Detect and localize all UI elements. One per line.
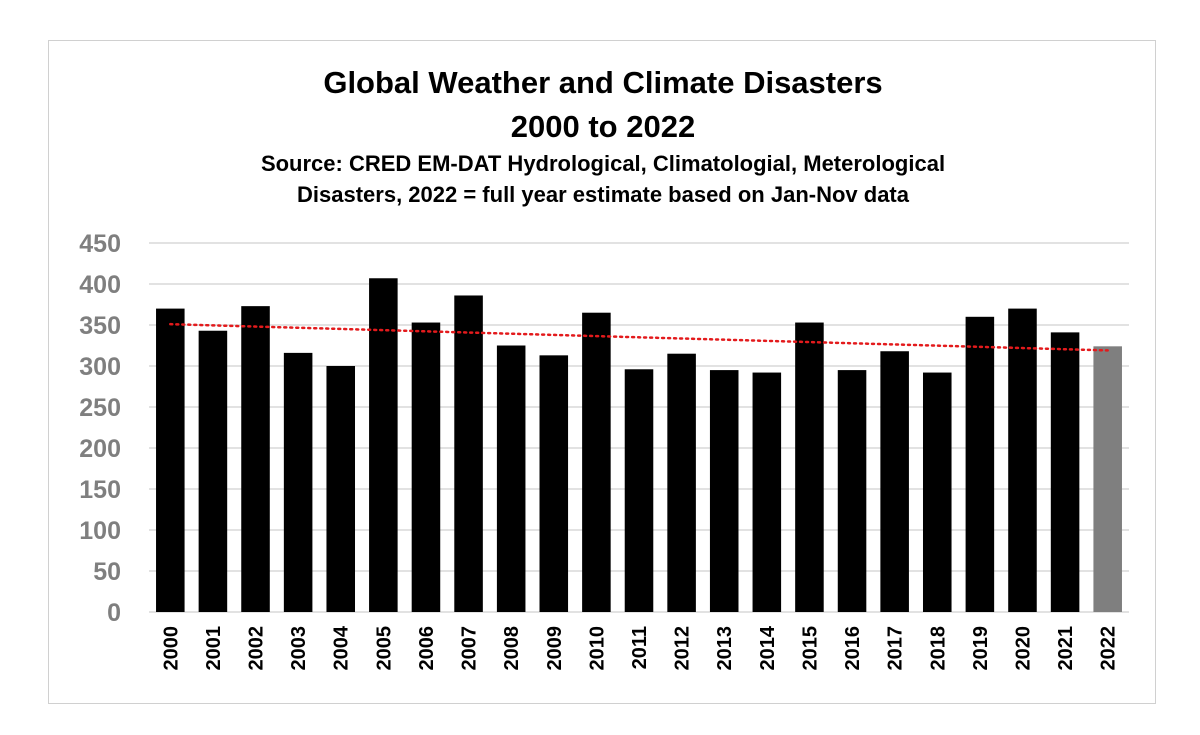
y-tick-label: 300 <box>79 353 121 381</box>
bar <box>411 322 441 612</box>
x-tick-label: 2001 <box>203 626 225 671</box>
y-tick-label: 100 <box>79 517 121 545</box>
x-tick-label: 2005 <box>373 626 395 671</box>
x-tick-label: 2002 <box>246 626 268 671</box>
bar <box>369 278 398 612</box>
bar <box>667 353 696 612</box>
x-tick-label: 2003 <box>288 626 310 671</box>
x-tick-label: 2007 <box>459 626 481 671</box>
x-tick-label: 2006 <box>416 626 438 671</box>
y-tick-label: 250 <box>79 394 121 422</box>
x-axis-tick-labels: 2000 2001 2002 2003 2004 2005 2006 2007 2008 2009… <box>160 625 1119 670</box>
x-tick-label: 2015 <box>799 626 821 671</box>
bar <box>965 316 995 612</box>
x-tick-label: 2021 <box>1055 626 1077 671</box>
x-tick-label: 2011 <box>629 626 651 669</box>
bar <box>922 372 952 612</box>
y-tick-label: 50 <box>93 558 121 586</box>
bar <box>539 355 569 612</box>
bar <box>624 369 654 612</box>
x-tick-label: 2012 <box>672 626 694 671</box>
chart-title-line-1: Global Weather and Climate Disasters <box>323 65 882 100</box>
y-tick-label: 200 <box>79 435 121 463</box>
x-tick-label: 2000 <box>160 626 182 671</box>
y-tick-label: 0 <box>107 599 121 627</box>
bar <box>709 370 739 612</box>
x-tick-label: 2009 <box>544 626 566 671</box>
bar <box>198 330 228 612</box>
bar <box>1008 308 1037 612</box>
y-tick-label: 150 <box>79 476 121 504</box>
chart-subtitle-line-1: Source: CRED EM-DAT Hydrological, Climat… <box>261 151 945 176</box>
chart-subtitle-line-2: Disasters, 2022 = full year estimate bas… <box>297 182 910 207</box>
y-axis-tick-labels: 0 50 100 150 200 250 300 350 400 450 <box>79 230 121 627</box>
bar-chart: Global Weather and Climate Disasters 200… <box>79 65 1129 671</box>
x-tick-label: 2020 <box>1012 626 1034 671</box>
x-tick-label: 2018 <box>927 626 949 671</box>
bar <box>1093 346 1122 612</box>
bar <box>326 366 356 612</box>
chart-title: Global Weather and Climate Disasters 200… <box>323 65 882 144</box>
bar <box>496 345 526 612</box>
chart-frame: Global Weather and Climate Disasters 200… <box>48 40 1156 704</box>
x-tick-label: 2014 <box>757 625 779 670</box>
x-tick-label: 2004 <box>331 625 353 670</box>
y-tick-label: 450 <box>79 230 121 258</box>
trendline-layer <box>169 322 1109 352</box>
x-tick-label: 2017 <box>885 626 907 671</box>
chart-title-line-2: 2000 to 2022 <box>511 109 695 144</box>
y-tick-label: 400 <box>79 271 121 299</box>
x-tick-label: 2013 <box>714 626 736 671</box>
x-tick-label: 2016 <box>842 626 864 671</box>
bar <box>1050 332 1080 612</box>
bar <box>454 295 483 612</box>
x-tick-label: 2010 <box>586 626 608 671</box>
bar <box>752 372 782 612</box>
x-tick-label: 2008 <box>501 626 523 671</box>
bar <box>837 370 867 612</box>
bar <box>582 312 611 612</box>
x-tick-label: 2022 <box>1098 626 1120 671</box>
bar <box>795 322 824 612</box>
y-tick-label: 350 <box>79 312 121 340</box>
bar <box>880 351 909 612</box>
x-tick-label: 2019 <box>970 626 992 671</box>
bar <box>156 308 185 612</box>
bar <box>241 306 270 612</box>
bars <box>156 278 1122 612</box>
chart-subtitle: Source: CRED EM-DAT Hydrological, Climat… <box>261 151 945 207</box>
bar <box>283 352 313 612</box>
trendline <box>169 322 1109 352</box>
